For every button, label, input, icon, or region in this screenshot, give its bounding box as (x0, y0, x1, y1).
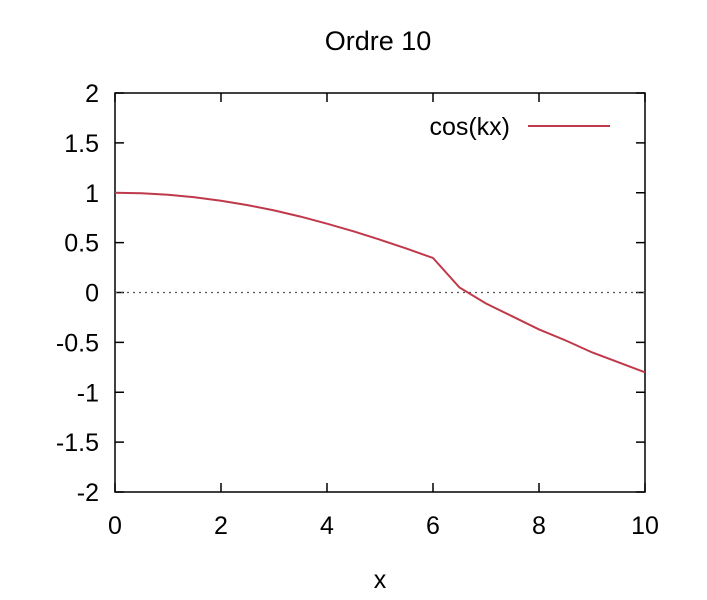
x-tick-label: 10 (631, 512, 659, 540)
y-tick-label: 0 (85, 280, 99, 308)
y-tick-label: -1.5 (56, 429, 99, 457)
y-tick-label: 1.5 (64, 130, 99, 158)
x-tick-label: 2 (214, 512, 228, 540)
legend-label: cos(kx) (429, 113, 510, 141)
x-axis-label: x (374, 566, 387, 594)
y-tick-label: -0.5 (56, 329, 99, 357)
y-tick-label: 1 (85, 180, 99, 208)
x-tick-label: 8 (532, 512, 546, 540)
x-tick-label: 0 (108, 512, 122, 540)
y-tick-label: -2 (77, 479, 99, 507)
legend: cos(kx) (429, 113, 610, 141)
y-tick-label: -1 (77, 379, 99, 407)
chart-title: Ordre 10 (325, 26, 432, 56)
x-tick-label: 4 (320, 512, 334, 540)
y-tick-label: 0.5 (64, 230, 99, 258)
y-tick-label: 2 (85, 80, 99, 108)
axis-ticks: 0 2 4 6 8 10 2 1.5 1 0.5 0 -0.5 -1 -1.5 -2 (56, 80, 659, 540)
series-line-cos-kx (114, 191, 646, 374)
x-tick-label: 6 (426, 512, 440, 540)
